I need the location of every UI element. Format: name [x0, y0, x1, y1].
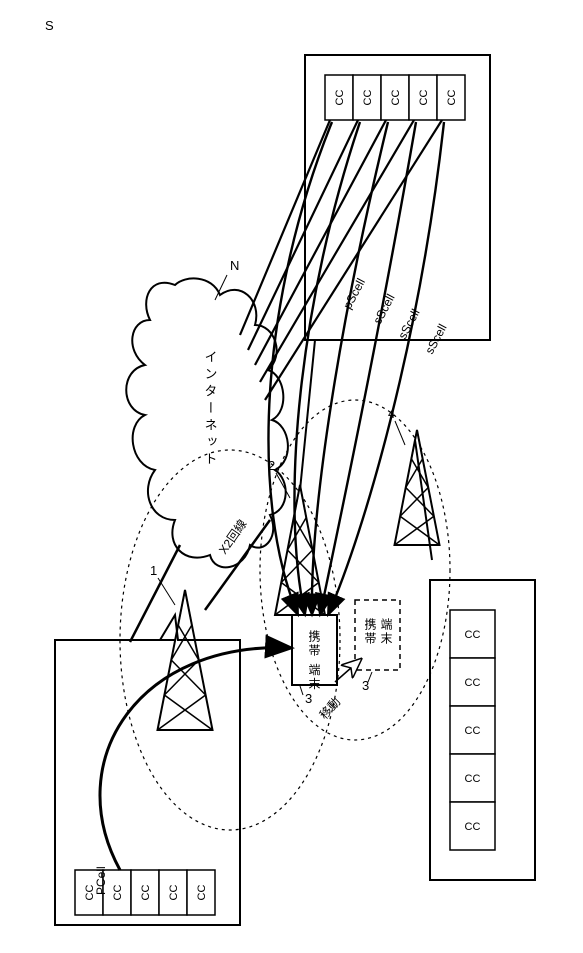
system-label: S — [45, 18, 54, 33]
cc-cell-label: CC — [418, 90, 430, 106]
cc-cell-label: CC — [140, 885, 152, 901]
cc-cell-label: CC — [112, 885, 124, 901]
ue2-box: 携帯 端末 — [355, 600, 400, 670]
cc-cell-label: CC — [465, 677, 481, 689]
link-cloud-enb2-1 — [240, 120, 330, 335]
cc-cell-label: CC — [465, 629, 481, 641]
ue2-label-l1: 携帯 — [363, 617, 377, 646]
tower1-num: 1 — [150, 563, 157, 578]
ue-leader — [300, 686, 303, 695]
link-cloud-enb2-2 — [248, 120, 358, 350]
cc-cell-label: CC — [334, 90, 346, 106]
ue2-leader — [368, 672, 372, 682]
move-label: 移動 — [317, 695, 343, 722]
cc-cell-label: CC — [168, 885, 180, 901]
net-n-label: N — [230, 258, 239, 273]
cc-cell-label: CC — [362, 90, 374, 106]
link-scell-ue-3 — [312, 122, 388, 615]
cc-cell-label: CC — [465, 773, 481, 785]
cc-cell-label: CC — [446, 90, 458, 106]
cc-cell-label: CC — [390, 90, 402, 106]
cc-cell-label: CC — [465, 821, 481, 833]
ue2-num-label: 3 — [362, 678, 369, 693]
link-cloud-enb2-3 — [255, 120, 386, 365]
ue-box: 携帯 端末 — [292, 615, 337, 691]
pcell-label: PCell — [94, 866, 108, 895]
ue2-label-l2: 端末 — [379, 618, 393, 646]
t4-leader — [395, 421, 405, 445]
cc-cell-label: CC — [465, 725, 481, 737]
pscell-label: pScell — [340, 276, 368, 311]
link-cloud-enb1 — [130, 545, 180, 642]
link-cloud-enb2-4 — [260, 120, 414, 382]
cc-cell-label: CC — [196, 885, 208, 901]
ue-label: 携帯 端末 — [307, 629, 321, 692]
enb2-block: CC CC CC CC CC — [305, 55, 490, 340]
enb1-block: CCCCCCCCCC PCell — [55, 640, 240, 925]
enb3-block: CC CC CC CC CC — [430, 580, 535, 880]
network-diagram: S インターネット N CCCCCCCCCC PCell CCCCCCCCCC … — [0, 0, 583, 953]
ue-num-label: 3 — [305, 691, 312, 706]
callout-enb2-tower2 — [300, 340, 315, 490]
sscell3-label: sScell — [422, 322, 449, 357]
cloud-label: インターネット — [203, 350, 218, 469]
